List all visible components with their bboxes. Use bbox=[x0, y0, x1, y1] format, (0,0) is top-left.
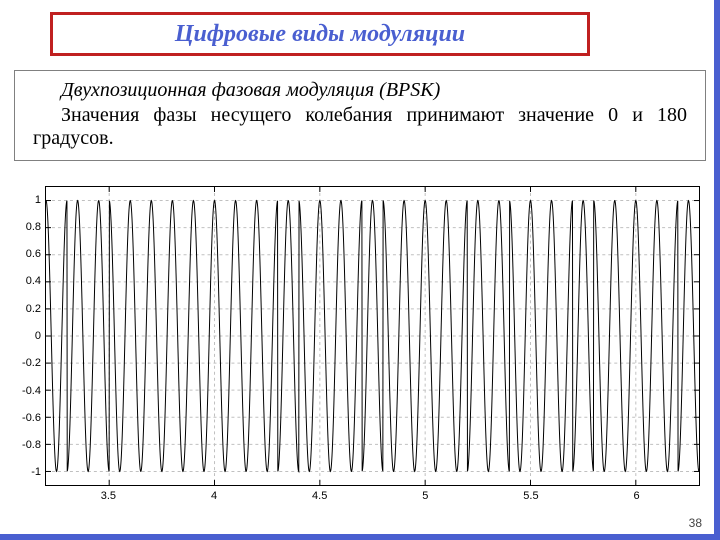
y-tick-label: -1 bbox=[31, 466, 41, 478]
title-bar: Цифровые виды модуляции bbox=[50, 12, 590, 56]
y-tick-label: 0.2 bbox=[26, 303, 41, 315]
waveform-svg bbox=[46, 187, 699, 485]
x-tick-label: 4 bbox=[211, 490, 217, 502]
y-tick-label: 0.4 bbox=[26, 275, 41, 287]
subtitle: Двухпозиционная фазовая модуляция (BPSK) bbox=[61, 79, 687, 102]
y-tick-label: -0.6 bbox=[22, 412, 41, 424]
bpsk-chart: -1 -0.8 -0.6 -0.4 -0.2 0 0.2 0.4 0.6 0.8 1 3.5 4 4.5… bbox=[5, 176, 705, 511]
y-tick-label: 0.8 bbox=[26, 221, 41, 233]
y-tick-label: 0 bbox=[35, 330, 41, 342]
page-number: 38 bbox=[689, 516, 702, 530]
y-tick-label: -0.8 bbox=[22, 439, 41, 451]
y-tick-label: -0.4 bbox=[22, 385, 41, 397]
y-tick-label: 0.6 bbox=[26, 248, 41, 260]
x-tick-label: 5.5 bbox=[523, 490, 538, 502]
x-tick-label: 3.5 bbox=[101, 490, 116, 502]
y-tick-label: -0.2 bbox=[22, 357, 41, 369]
x-tick-label: 4.5 bbox=[312, 490, 327, 502]
description-box: Двухпозиционная фазовая модуляция (BPSK)… bbox=[14, 70, 706, 161]
y-tick-label: 1 bbox=[35, 194, 41, 206]
x-axis: 3.5 4 4.5 5 5.5 6 bbox=[45, 488, 700, 508]
x-tick-label: 6 bbox=[634, 490, 640, 502]
page-title: Цифровые виды модуляции bbox=[175, 21, 465, 48]
y-axis: -1 -0.8 -0.6 -0.4 -0.2 0 0.2 0.4 0.6 0.8 1 bbox=[5, 186, 45, 486]
body-text: Значения фазы несущего колебания принима… bbox=[33, 104, 687, 150]
x-tick-label: 5 bbox=[422, 490, 428, 502]
plot-area bbox=[45, 186, 700, 486]
